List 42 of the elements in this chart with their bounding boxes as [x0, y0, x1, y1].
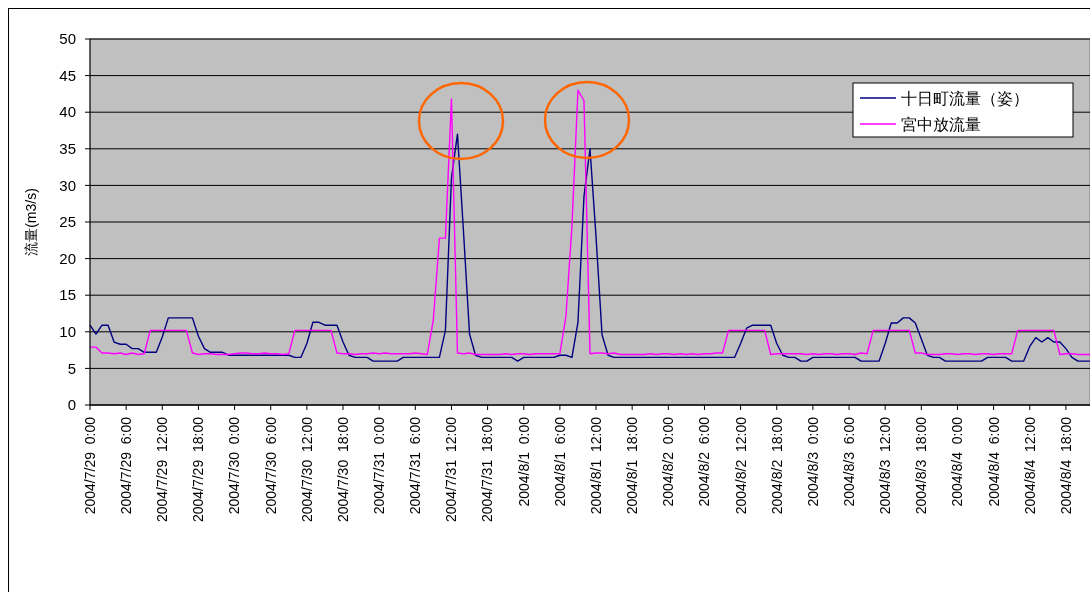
- y-tick-label: 10: [59, 323, 76, 341]
- x-tick-label: 2004/7/30 6:00: [262, 416, 279, 515]
- y-tick-label: 15: [59, 286, 76, 304]
- x-tick-label: 2004/7/30 18:00: [334, 416, 351, 523]
- x-tick-label: 2004/7/29 0:00: [81, 416, 98, 515]
- y-tick-label: 25: [59, 213, 76, 231]
- y-axis-title: 流量(m3/s): [23, 188, 39, 256]
- y-tick-label: 35: [59, 140, 76, 158]
- y-tick-label: 45: [59, 66, 76, 84]
- x-tick-label: 2004/7/31 0:00: [371, 416, 388, 515]
- x-tick-label: 2004/8/3 6:00: [840, 416, 857, 507]
- x-tick-label: 2004/8/3 0:00: [804, 416, 821, 507]
- y-tick-label: 0: [67, 396, 76, 414]
- x-tick-label: 2004/8/1 0:00: [515, 416, 532, 507]
- x-tick-label: 2004/8/3 12:00: [877, 416, 894, 515]
- x-tick-label: 2004/8/2 12:00: [732, 416, 749, 515]
- y-tick-label: 20: [59, 249, 76, 267]
- x-tick-label: 2004/8/2 6:00: [696, 416, 713, 507]
- x-tick-label: 2004/8/2 0:00: [660, 416, 677, 507]
- x-tick-label: 2004/7/29 18:00: [190, 416, 207, 523]
- x-tick-label: 2004/8/4 18:00: [1057, 416, 1074, 515]
- x-tick-label: 2004/7/30 0:00: [226, 416, 243, 515]
- legend-label: 宮中放流量: [901, 115, 981, 133]
- x-tick-label: 2004/7/29 6:00: [118, 416, 135, 515]
- x-tick-label: 2004/8/1 18:00: [624, 416, 641, 515]
- y-tick-label: 30: [59, 176, 76, 194]
- x-tick-label: 2004/8/4 6:00: [985, 416, 1002, 507]
- x-tick-label: 2004/8/3 18:00: [913, 416, 930, 515]
- x-tick-label: 2004/7/30 12:00: [298, 416, 315, 523]
- x-tick-label: 2004/8/4 12:00: [1021, 416, 1038, 515]
- x-tick-label: 2004/8/4 0:00: [949, 416, 966, 507]
- x-tick-label: 2004/8/2 18:00: [768, 416, 785, 515]
- x-tick-label: 2004/7/29 12:00: [154, 416, 171, 523]
- x-tick-label: 2004/8/1 12:00: [587, 416, 604, 515]
- y-tick-label: 50: [59, 30, 76, 48]
- y-tick-label: 40: [59, 103, 76, 121]
- x-tick-label: 2004/7/31 6:00: [407, 416, 424, 515]
- y-tick-label: 5: [67, 359, 76, 377]
- legend-label: 十日町流量（姿）: [901, 89, 1029, 107]
- x-tick-label: 2004/7/31 18:00: [479, 416, 496, 523]
- x-tick-label: 2004/7/31 12:00: [443, 416, 460, 523]
- x-tick-label: 2004/8/1 6:00: [551, 416, 568, 507]
